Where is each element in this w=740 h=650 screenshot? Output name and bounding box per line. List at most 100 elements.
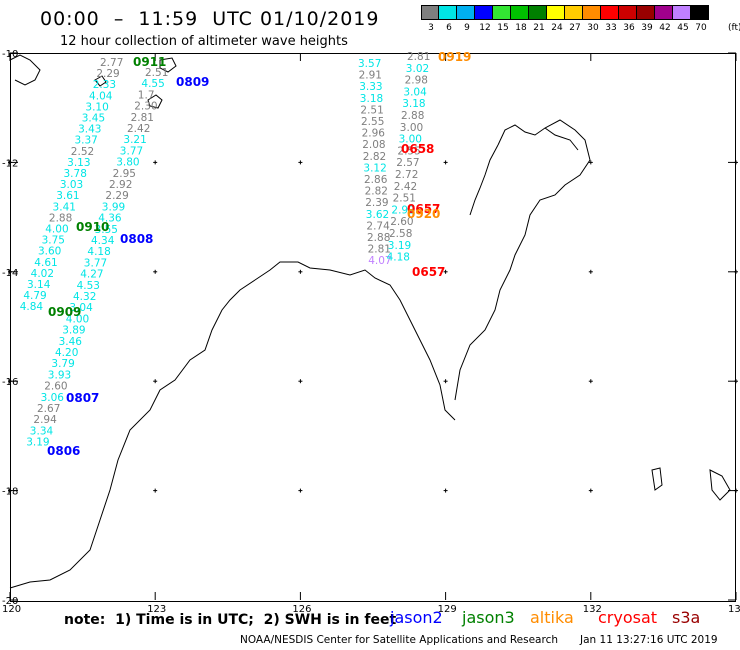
wave-height-label: 2.95 bbox=[113, 168, 136, 180]
legend-label: 18 bbox=[515, 23, 527, 33]
wave-height-label: 3.19 bbox=[388, 240, 411, 252]
legend-swatch bbox=[583, 5, 601, 20]
pass-time-labels: 0911 0809 0910 0808 0909 0807 0806 0919 0658 0657… bbox=[47, 50, 471, 458]
coast-segment bbox=[147, 94, 163, 109]
legend-label: 42 bbox=[659, 23, 671, 33]
wave-height-label: 2.55 bbox=[397, 145, 420, 157]
wave-height-label: 4.20 bbox=[55, 347, 78, 359]
wave-height-label: 4.27 bbox=[80, 269, 103, 281]
pass-time-label: 0911 bbox=[133, 55, 166, 69]
wave-height-label: 2.42 bbox=[127, 123, 150, 135]
lon-label: 135 bbox=[728, 604, 740, 615]
map-frame bbox=[10, 53, 736, 602]
wave-height-label: 4.32 bbox=[73, 291, 96, 303]
legend-swatch bbox=[655, 5, 673, 20]
pass-time-label: 0809 bbox=[176, 75, 209, 89]
coast-segment bbox=[9, 261, 456, 589]
wave-height-label: 2.96 bbox=[362, 128, 386, 140]
wave-height-label: 3.77 bbox=[120, 145, 143, 157]
coastline bbox=[9, 54, 731, 589]
pass-time-label: 0910 bbox=[76, 220, 109, 234]
wave-height-label: 2.82 bbox=[365, 186, 388, 198]
legend-swatch bbox=[439, 5, 457, 20]
wave-height-label: 3.79 bbox=[51, 358, 74, 370]
legend-label: 24 bbox=[551, 23, 563, 33]
legend-swatch bbox=[565, 5, 583, 20]
pass-time-label: 0919 bbox=[438, 50, 471, 64]
legend-swatch bbox=[673, 5, 691, 20]
legend-swatch bbox=[457, 5, 475, 20]
wave-height-label: 3.45 bbox=[82, 113, 105, 125]
wave-height-label: 1.7 bbox=[138, 89, 155, 101]
satellite-label: s3a bbox=[672, 608, 701, 627]
legend-swatch bbox=[511, 5, 529, 20]
wave-height-label: 2.82 bbox=[363, 151, 386, 163]
wave-height-label: 2.74 bbox=[366, 220, 390, 232]
wave-height-label: 3.33 bbox=[359, 81, 382, 93]
lat-label: -12 bbox=[2, 158, 18, 169]
legend-label: 27 bbox=[569, 23, 581, 33]
wave-height-label: 3.34 bbox=[30, 425, 54, 437]
wave-height-label: 2.92 bbox=[391, 204, 414, 216]
wave-height-label: 3.46 bbox=[59, 336, 83, 348]
pass-time-label: 0657 bbox=[412, 265, 445, 279]
footer-note: note: 1) Time is in UTC; 2) SWH is in fe… bbox=[64, 612, 397, 628]
coast-segment bbox=[9, 54, 41, 86]
wave-height-label: 4.18 bbox=[87, 246, 110, 258]
legend-swatch bbox=[529, 5, 547, 20]
wave-height-label: 2.92 bbox=[109, 179, 132, 191]
legend-swatch bbox=[421, 5, 439, 20]
pass-time-label: 0657 bbox=[407, 202, 440, 216]
coast-segment bbox=[709, 469, 731, 501]
wave-height-label: 2.98 bbox=[405, 75, 428, 87]
wave-height-label: 2.77 bbox=[100, 57, 123, 69]
pass-time-label: 0920 bbox=[407, 207, 440, 221]
wave-height-label: 3.89 bbox=[62, 325, 85, 337]
wave-height-label: 4.34 bbox=[91, 235, 115, 247]
wave-height-label: 2.94 bbox=[33, 414, 57, 426]
wave-height-label: 3.78 bbox=[64, 168, 87, 180]
wave-height-label: 3.21 bbox=[123, 134, 146, 146]
wave-height-label: 2.55 bbox=[361, 116, 384, 128]
wave-height-label: 2.60 bbox=[44, 381, 67, 393]
wave-height-label: 3.13 bbox=[67, 157, 90, 169]
legend-label: 9 bbox=[464, 23, 470, 33]
coast-segment bbox=[94, 75, 107, 87]
wave-height-label: 4.02 bbox=[31, 268, 54, 280]
wave-height-label: 2.33 bbox=[93, 79, 116, 91]
legend-label: 39 bbox=[641, 23, 653, 33]
coast-segment bbox=[159, 57, 177, 73]
legend-label: 33 bbox=[605, 23, 617, 33]
wave-height-label: 2.08 bbox=[362, 139, 385, 151]
generated-timestamp: Jan 11 13:27:16 UTC 2019 bbox=[580, 634, 718, 646]
wave-height-label: 2.88 bbox=[367, 232, 390, 244]
wave-height-label: 2.51 bbox=[360, 104, 383, 116]
pass-time-label: 0658 bbox=[401, 142, 434, 156]
legend-label: 6 bbox=[446, 23, 452, 33]
wave-height-label: 2.67 bbox=[37, 403, 60, 415]
map-title: 00:00 – 11:59 UTC 01/10/2019 bbox=[40, 8, 380, 30]
legend-label: 70 bbox=[695, 23, 707, 33]
wave-height-labels: 2.772.292.334.043.103.453.433.372.523.13… bbox=[20, 51, 431, 449]
wave-height-label: 2.42 bbox=[394, 181, 417, 193]
legend-swatch bbox=[637, 5, 655, 20]
wave-height-label: 2.88 bbox=[401, 110, 424, 122]
lat-lon-grid bbox=[8, 52, 738, 601]
wave-height-label: 4.04 bbox=[89, 90, 113, 102]
wave-height-label: 3.03 bbox=[60, 179, 83, 191]
coast-segment bbox=[651, 467, 663, 491]
wave-height-label: 3.04 bbox=[69, 302, 93, 314]
wave-height-label: 2.51 bbox=[393, 193, 416, 205]
lat-label: -20 bbox=[2, 596, 18, 607]
wave-height-label: 4.53 bbox=[77, 280, 100, 292]
wave-height-label: 3.18 bbox=[360, 93, 383, 105]
pass-time-label: 0806 bbox=[47, 444, 80, 458]
wave-height-label: 2.58 bbox=[389, 228, 412, 240]
wave-height-label: 2.57 bbox=[396, 157, 419, 169]
lon-label: 120 bbox=[2, 604, 21, 615]
legend-swatch bbox=[493, 5, 511, 20]
wave-height-label: 3.93 bbox=[48, 369, 71, 381]
legend-label: 45 bbox=[677, 23, 689, 33]
